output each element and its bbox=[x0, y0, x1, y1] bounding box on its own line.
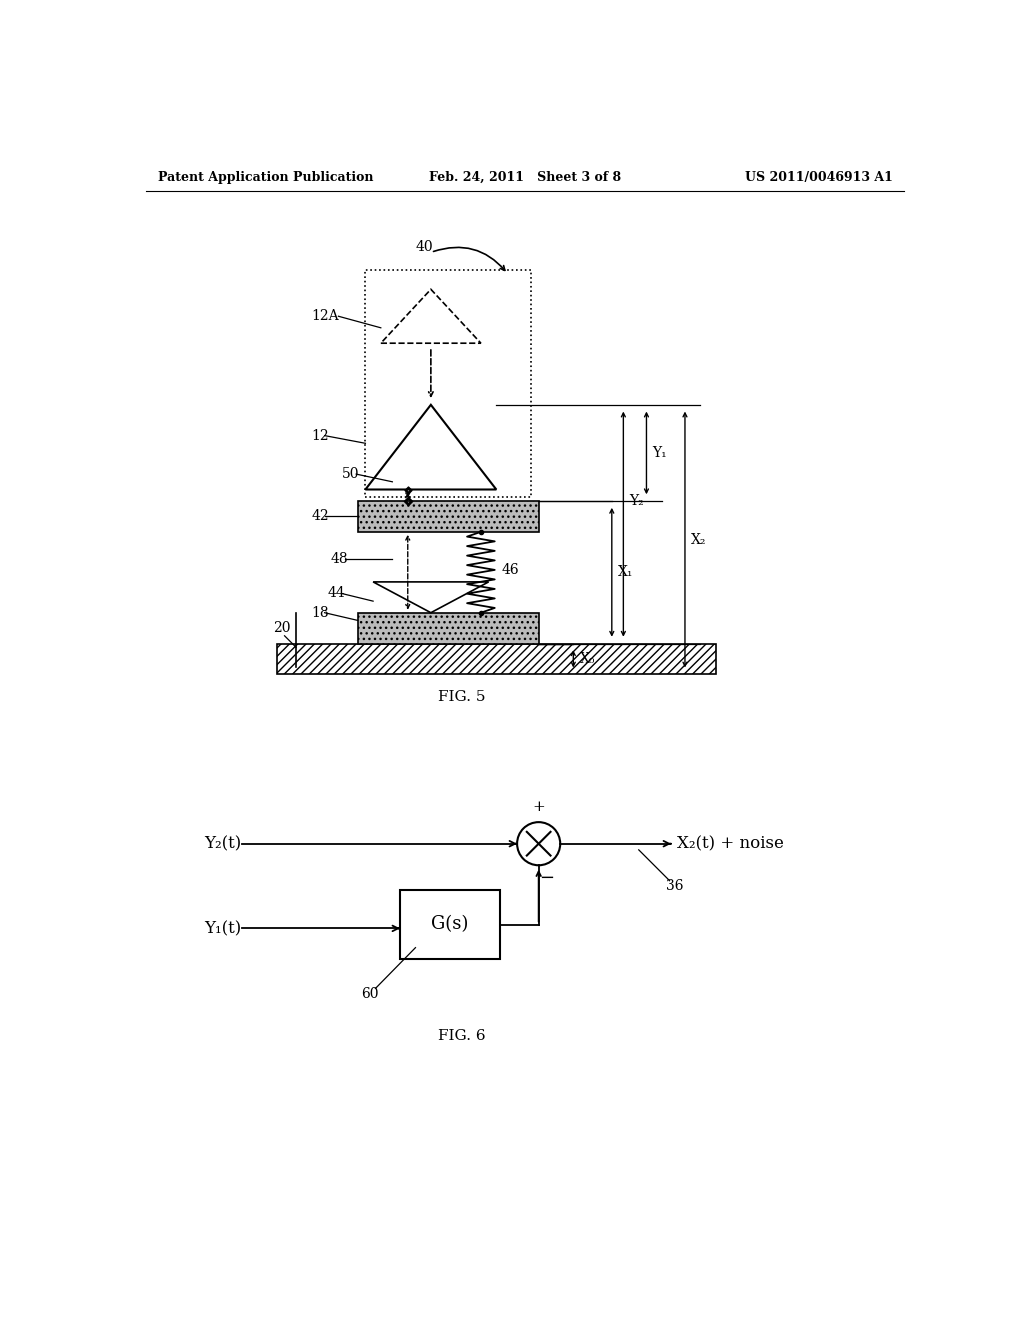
Text: 36: 36 bbox=[666, 879, 683, 894]
Text: X₁: X₁ bbox=[617, 565, 634, 579]
Text: 44: 44 bbox=[328, 586, 345, 601]
Bar bbox=[400, 890, 500, 960]
Text: 42: 42 bbox=[311, 510, 329, 524]
Bar bbox=[366, 271, 531, 498]
Text: Y₂(t): Y₂(t) bbox=[204, 836, 241, 853]
Bar bbox=[357, 612, 539, 644]
Text: FIG. 6: FIG. 6 bbox=[438, 1030, 485, 1043]
Text: 50: 50 bbox=[342, 467, 359, 480]
Bar bbox=[357, 502, 539, 532]
Text: 12: 12 bbox=[311, 429, 329, 442]
Text: X₂: X₂ bbox=[691, 532, 707, 546]
Text: 20: 20 bbox=[273, 622, 291, 635]
Polygon shape bbox=[373, 582, 488, 612]
Text: 48: 48 bbox=[331, 552, 348, 566]
Text: 18: 18 bbox=[311, 606, 329, 619]
Text: 46: 46 bbox=[502, 564, 519, 577]
Bar bbox=[276, 644, 716, 675]
Text: Patent Application Publication: Patent Application Publication bbox=[158, 172, 373, 185]
Text: +: + bbox=[532, 800, 545, 814]
Text: X₀: X₀ bbox=[580, 652, 595, 665]
Text: 40: 40 bbox=[416, 240, 433, 253]
Text: Y₁: Y₁ bbox=[652, 446, 668, 459]
Text: −: − bbox=[539, 869, 554, 887]
Text: X₂(t) + noise: X₂(t) + noise bbox=[677, 836, 784, 853]
Text: Feb. 24, 2011   Sheet 3 of 8: Feb. 24, 2011 Sheet 3 of 8 bbox=[429, 172, 621, 185]
Bar bbox=[357, 502, 539, 532]
Text: G(s): G(s) bbox=[431, 916, 469, 933]
Bar bbox=[357, 612, 539, 644]
Text: Y₂: Y₂ bbox=[630, 494, 644, 508]
Text: Y₁(t): Y₁(t) bbox=[204, 920, 241, 937]
Text: FIG. 5: FIG. 5 bbox=[438, 690, 485, 705]
Polygon shape bbox=[366, 405, 497, 490]
Text: US 2011/0046913 A1: US 2011/0046913 A1 bbox=[745, 172, 893, 185]
Bar bbox=[276, 644, 716, 675]
Text: 12A: 12A bbox=[311, 309, 339, 323]
Text: 60: 60 bbox=[361, 987, 379, 1001]
